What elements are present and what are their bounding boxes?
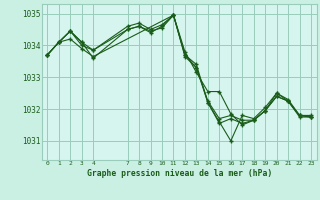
X-axis label: Graphe pression niveau de la mer (hPa): Graphe pression niveau de la mer (hPa): [87, 169, 272, 178]
